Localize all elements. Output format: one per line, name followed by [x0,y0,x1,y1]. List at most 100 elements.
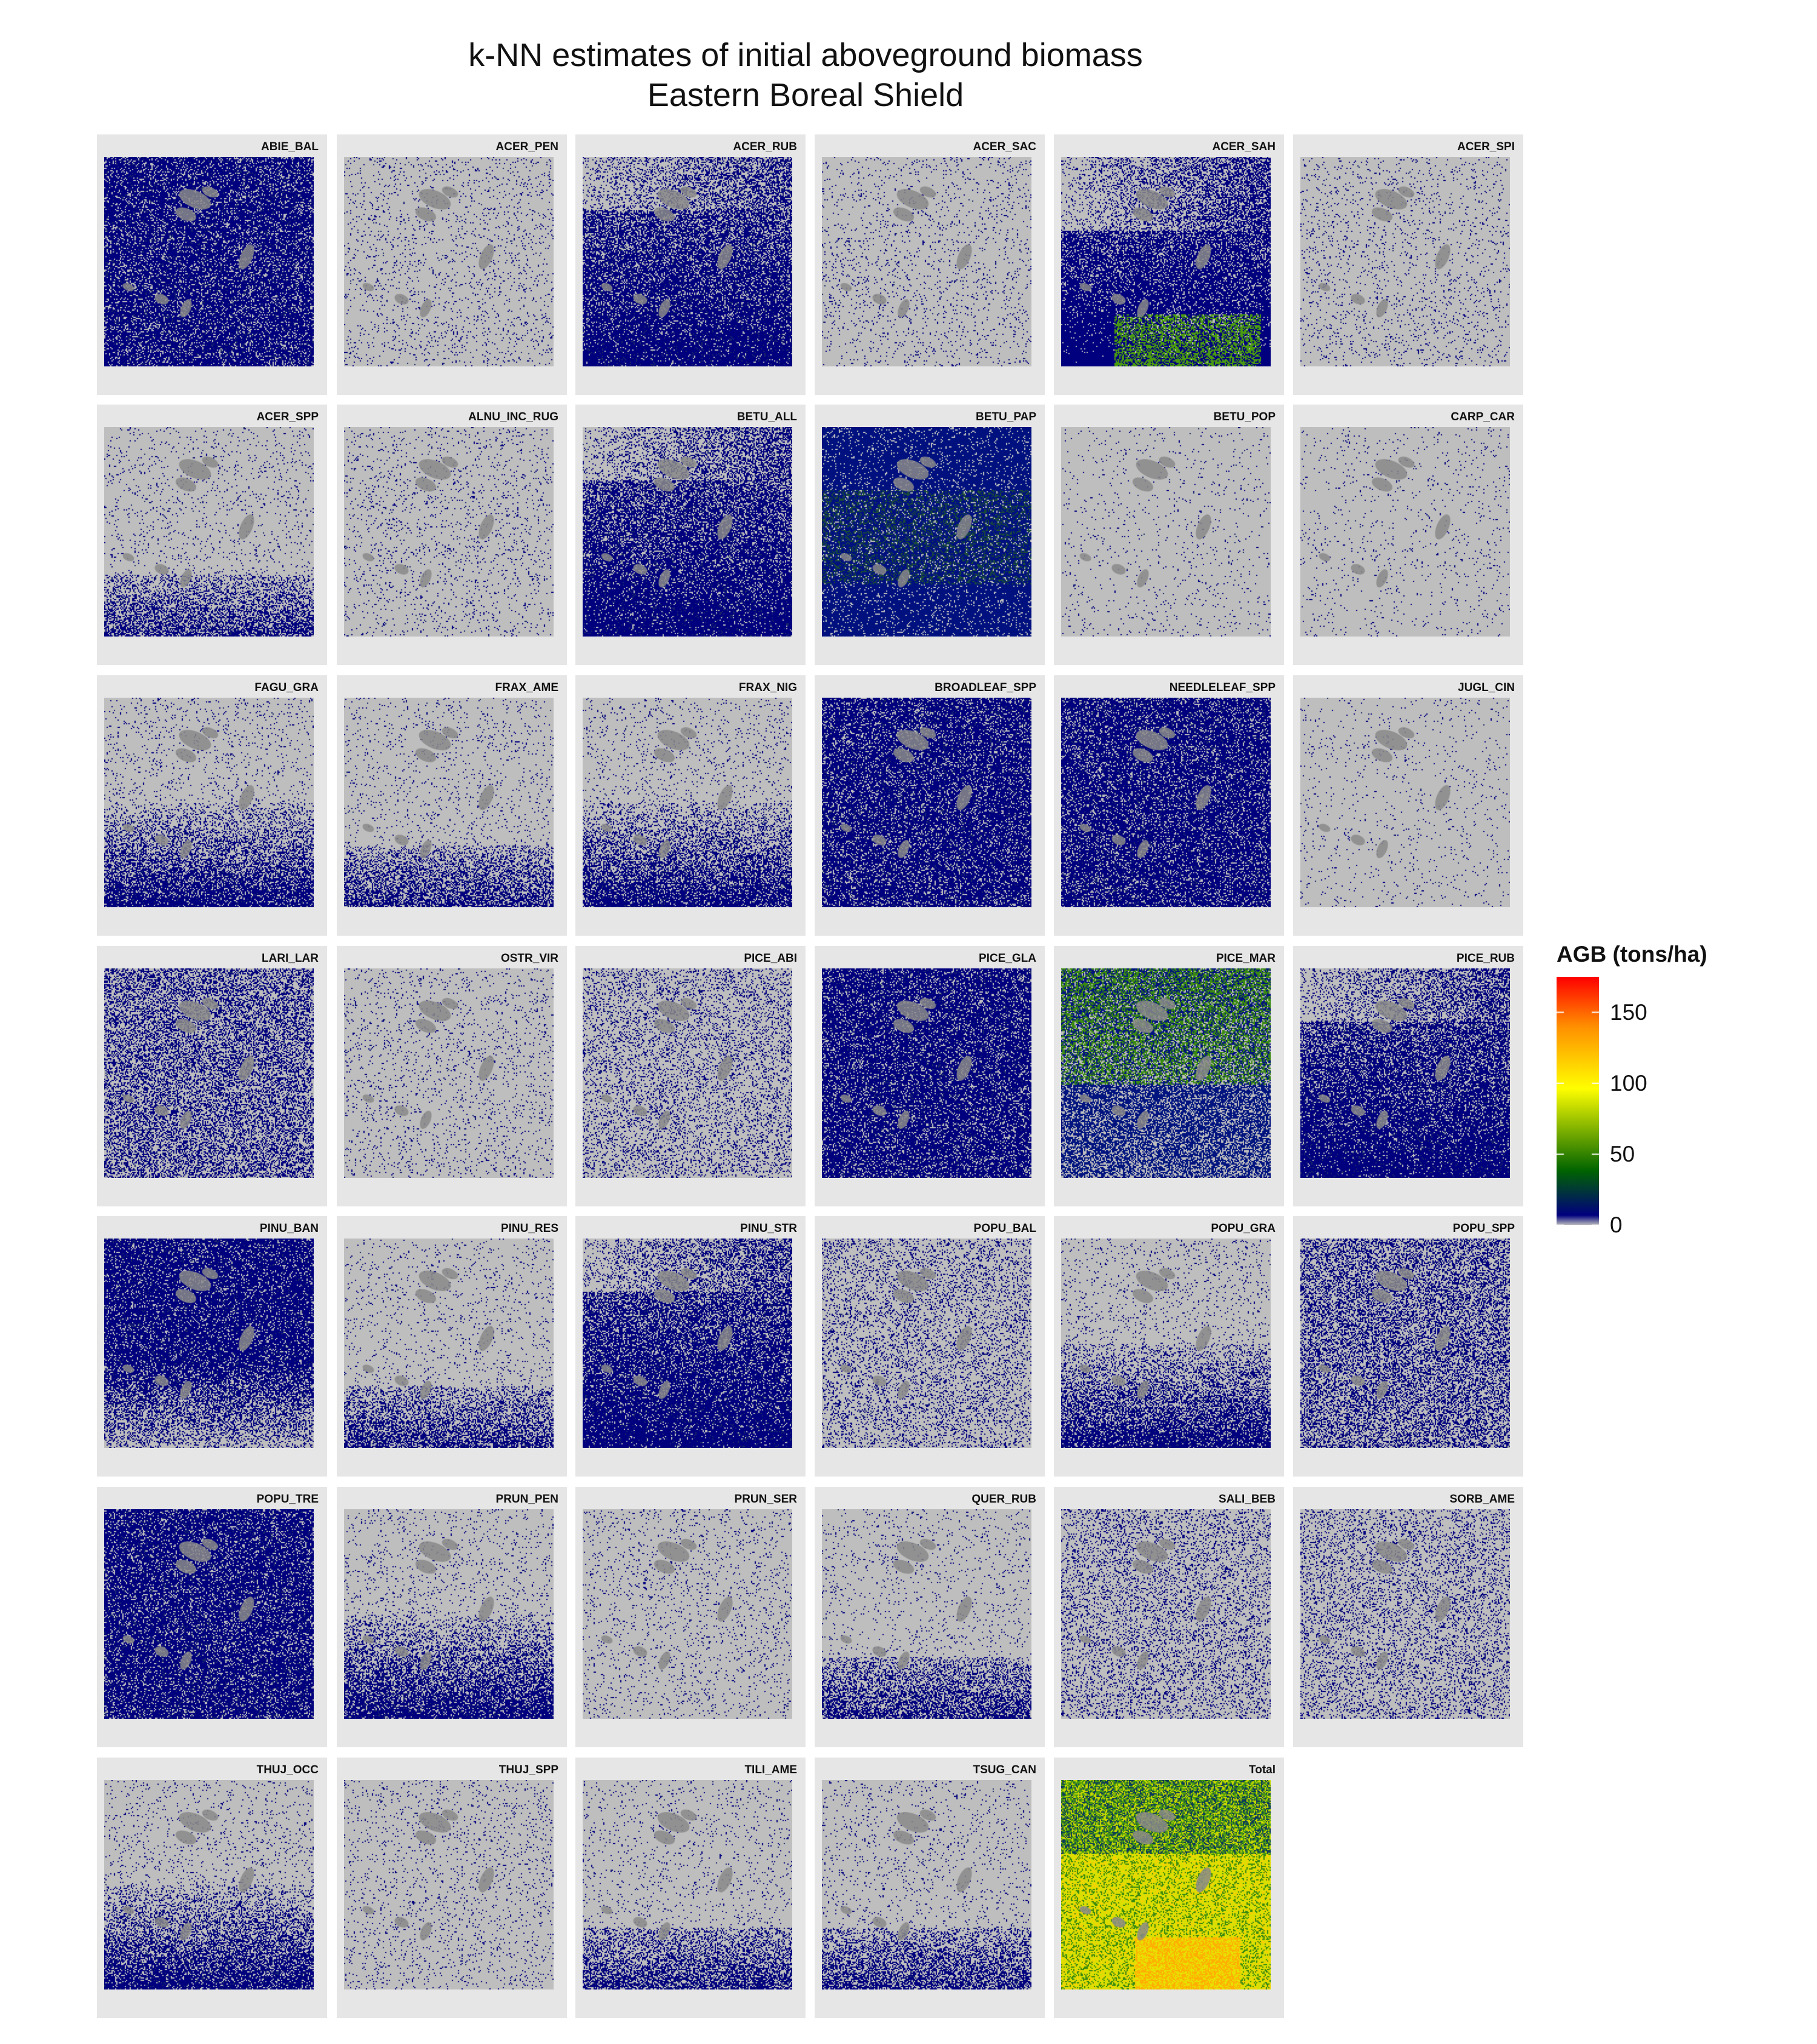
facet-panel-popu-spp: POPU_SPP [1293,1216,1523,1477]
legend-tick-0: 0 [1610,1212,1623,1237]
biomass-raster-map [1061,427,1271,637]
facet-strip-label: Total [1249,1764,1276,1776]
facet-panel-acer-sah: ACER_SAH [1054,134,1284,395]
biomass-raster-map [1300,157,1510,366]
biomass-raster-map [344,968,554,1178]
facet-strip-label: NEEDLELEAF_SPP [1169,681,1276,694]
biomass-raster-map [1300,1239,1510,1448]
facet-strip-label: POPU_GRA [1211,1222,1276,1235]
facet-strip-label: QUER_RUB [971,1493,1036,1506]
facet-panel-prun-pen: PRUN_PEN [337,1487,567,1747]
facet-panel-frax-nig: FRAX_NIG [575,675,806,936]
biomass-raster-map [583,157,792,366]
facet-strip-label: BETU_ALL [736,411,797,423]
facet-panel-betu-pop: BETU_POP [1054,405,1284,665]
facet-strip-label: PICE_RUB [1456,952,1515,965]
facet-panel-tsug-can: TSUG_CAN [815,1758,1045,2018]
facet-panel-pice-rub: PICE_RUB [1293,946,1523,1206]
facet-strip-label: POPU_TRE [256,1493,319,1506]
chart-title: k-NN estimates of initial aboveground bi… [0,35,1611,115]
facet-strip-label: CARP_CAR [1451,411,1515,423]
facet-strip-label: PICE_GLA [978,952,1036,965]
facet-strip-label: BETU_POP [1213,411,1276,423]
facet-panel-acer-rub: ACER_RUB [575,134,806,395]
facet-strip-label: PICE_MAR [1216,952,1276,965]
biomass-raster-map [1300,1509,1510,1719]
biomass-raster-map [344,1509,554,1719]
biomass-raster-map [1300,427,1510,637]
biomass-raster-map [1061,1780,1271,1989]
facet-strip-label: ACER_SPI [1457,141,1515,153]
facet-strip-label: ACER_SAC [973,141,1036,153]
biomass-raster-map [104,1780,314,1989]
facet-panel-thuj-spp: THUJ_SPP [337,1758,567,2018]
facet-panel-lari-lar: LARI_LAR [97,946,327,1206]
biomass-raster-map [344,427,554,637]
biomass-raster-map [822,427,1031,637]
biomass-raster-map [1300,698,1510,907]
facet-strip-label: PINU_BAN [259,1222,319,1235]
facet-strip-label: JUGL_CIN [1458,681,1515,694]
facet-strip-label: LARI_LAR [262,952,319,965]
facet-panel-quer-rub: QUER_RUB [815,1487,1045,1747]
biomass-raster-map [583,968,792,1178]
facet-strip-label: POPU_SPP [1452,1222,1515,1235]
legend-tick-150: 150 [1610,999,1647,1025]
facet-strip-label: PINU_RES [500,1222,558,1235]
facet-panel-acer-sac: ACER_SAC [815,134,1045,395]
facet-panel-pinu-ban: PINU_BAN [97,1216,327,1477]
facet-panel-pice-abi: PICE_ABI [575,946,806,1206]
biomass-raster-map [344,157,554,366]
facet-panel-betu-all: BETU_ALL [575,405,806,665]
facet-panel-betu-pap: BETU_PAP [815,405,1045,665]
biomass-raster-map [344,1239,554,1448]
facet-panel-pinu-res: PINU_RES [337,1216,567,1477]
facet-strip-label: POPU_BAL [973,1222,1036,1235]
facet-strip-label: ACER_SAH [1212,141,1276,153]
biomass-raster-map [1061,1239,1271,1448]
legend-colorbar [1557,977,1599,1225]
facet-strip-label: SALI_BEB [1219,1493,1276,1506]
facet-strip-label: ACER_RUB [733,141,797,153]
facet-panel-total: Total [1054,1758,1284,2018]
facet-strip-label: ABIE_BAL [260,141,319,153]
biomass-raster-map [822,1780,1031,1989]
facet-panel-alnu-inc-rug: ALNU_INC_RUG [337,405,567,665]
biomass-raster-map [344,698,554,907]
facet-strip-label: PICE_ABI [744,952,797,965]
biomass-raster-map [822,968,1031,1178]
facet-panel-popu-gra: POPU_GRA [1054,1216,1284,1477]
facet-panel-sali-beb: SALI_BEB [1054,1487,1284,1747]
biomass-raster-map [583,427,792,637]
facet-panel-frax-ame: FRAX_AME [337,675,567,936]
facet-panel-acer-pen: ACER_PEN [337,134,567,395]
facet-panel-thuj-occ: THUJ_OCC [97,1758,327,2018]
biomass-raster-map [822,698,1031,907]
facet-strip-label: THUJ_SPP [498,1764,558,1776]
facet-strip-label: ACER_PEN [495,141,558,153]
facet-panel-sorb-ame: SORB_AME [1293,1487,1523,1747]
facet-panel-carp-car: CARP_CAR [1293,405,1523,665]
facet-panel-needleleaf-spp: NEEDLELEAF_SPP [1054,675,1284,936]
biomass-raster-map [583,1780,792,1989]
biomass-raster-map [104,968,314,1178]
biomass-raster-map [583,1239,792,1448]
facet-strip-label: FRAX_NIG [738,681,797,694]
legend-tick-50: 50 [1610,1141,1635,1166]
facet-strip-label: ALNU_INC_RUG [468,411,558,423]
facet-panel-abie-bal: ABIE_BAL [97,134,327,395]
facet-panel-tili-ame: TILI_AME [575,1758,806,2018]
legend-tick-100: 100 [1610,1070,1647,1096]
biomass-raster-map [1300,968,1510,1178]
biomass-raster-map [344,1780,554,1989]
facet-strip-label: PRUN_SER [734,1493,797,1506]
biomass-raster-map [104,1509,314,1719]
title-line-1: k-NN estimates of initial aboveground bi… [468,37,1143,73]
biomass-raster-map [1061,968,1271,1178]
title-line-2: Eastern Boreal Shield [647,77,964,113]
facet-panel-prun-ser: PRUN_SER [575,1487,806,1747]
biomass-raster-map [822,1239,1031,1448]
biomass-raster-map [583,1509,792,1719]
biomass-raster-map [1061,698,1271,907]
biomass-raster-map [822,157,1031,366]
